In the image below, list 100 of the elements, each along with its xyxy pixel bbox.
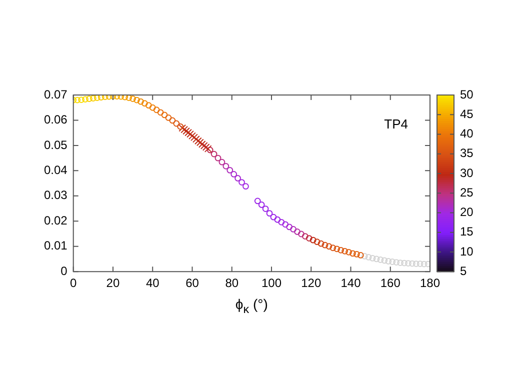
y-tick-label: 0.03 (44, 188, 68, 202)
point (222, 162, 230, 170)
color-bar-label: 20 (460, 205, 474, 220)
y-tick-label: 0.01 (44, 238, 68, 253)
color-bar-label: 30 (460, 166, 474, 180)
point (373, 256, 380, 262)
point (190, 134, 198, 142)
x-tick-label: 80 (225, 276, 239, 290)
point (334, 246, 340, 252)
annotation: TP4 (384, 116, 408, 132)
x-tick-label: 100 (261, 276, 282, 290)
point (298, 230, 304, 238)
point (188, 132, 196, 140)
point (126, 95, 132, 101)
point (420, 260, 428, 268)
y-tick-label: 0.06 (44, 112, 68, 127)
color-bar-label: 40 (460, 126, 474, 141)
x-tick-label: 20 (106, 276, 120, 290)
point (204, 145, 212, 152)
point (397, 260, 404, 266)
point (194, 137, 202, 145)
point (350, 250, 356, 257)
point (365, 254, 372, 260)
point (184, 128, 192, 136)
point (361, 253, 368, 260)
point (346, 248, 352, 256)
point (206, 146, 214, 154)
color-bar-label: 10 (460, 244, 474, 258)
x-tick-label: 0 (70, 276, 78, 290)
point (192, 135, 200, 143)
y-tick-label: 0.02 (44, 213, 68, 228)
point (262, 206, 269, 212)
point (353, 250, 360, 258)
point (226, 166, 234, 174)
point (238, 179, 245, 186)
point (302, 233, 308, 240)
x-tick-label: 140 (340, 276, 362, 290)
point (90, 95, 96, 102)
point (94, 95, 100, 101)
point (326, 243, 332, 250)
point (330, 244, 336, 252)
point (102, 95, 108, 100)
y-tick-label: 0.05 (44, 138, 68, 152)
point (169, 117, 176, 124)
point (314, 238, 320, 246)
point (86, 96, 92, 102)
color-bar-label: 25 (460, 185, 474, 200)
point (202, 144, 210, 151)
point (342, 248, 348, 254)
point (118, 95, 124, 100)
x-axis-title: ϕ$_{κ}$ (°) (234, 296, 269, 316)
point (416, 260, 424, 267)
color-bar-label: 50 (460, 87, 474, 102)
y-tick-label: 0.07 (44, 87, 68, 102)
x-tick-label: 160 (380, 276, 401, 290)
point (161, 112, 168, 118)
point (401, 260, 408, 266)
point (122, 95, 128, 100)
point (218, 158, 226, 166)
point (230, 171, 238, 178)
y-tick-label: 0.04 (44, 163, 68, 177)
point (234, 175, 242, 182)
point (424, 260, 430, 268)
point (173, 120, 180, 127)
point (266, 210, 273, 217)
x-tick-label: 120 (301, 276, 322, 290)
point (98, 95, 104, 100)
point (210, 150, 218, 158)
point (357, 252, 364, 258)
point (369, 255, 376, 262)
point (78, 96, 84, 103)
x-tick-label: 40 (146, 276, 160, 290)
point (254, 198, 261, 204)
point (186, 130, 194, 138)
point (106, 95, 112, 100)
point (138, 98, 144, 105)
color-bar-label: 5 (460, 264, 467, 278)
point (149, 104, 156, 111)
point (294, 228, 300, 235)
point (134, 96, 140, 104)
point (82, 96, 88, 102)
point (306, 235, 312, 242)
point (381, 257, 388, 264)
point (318, 240, 324, 247)
point (258, 202, 265, 208)
point (274, 216, 281, 223)
point (322, 242, 328, 248)
point (178, 124, 186, 132)
point (141, 100, 148, 107)
point (389, 258, 396, 265)
x-tick-label: 60 (186, 276, 200, 290)
point (270, 214, 277, 220)
color-bar-label: 15 (460, 224, 474, 239)
point (157, 109, 164, 116)
point (338, 246, 344, 254)
point (145, 102, 152, 109)
color-bar-label: 45 (460, 106, 474, 121)
point (385, 258, 392, 264)
point (153, 106, 160, 114)
point (290, 226, 296, 232)
